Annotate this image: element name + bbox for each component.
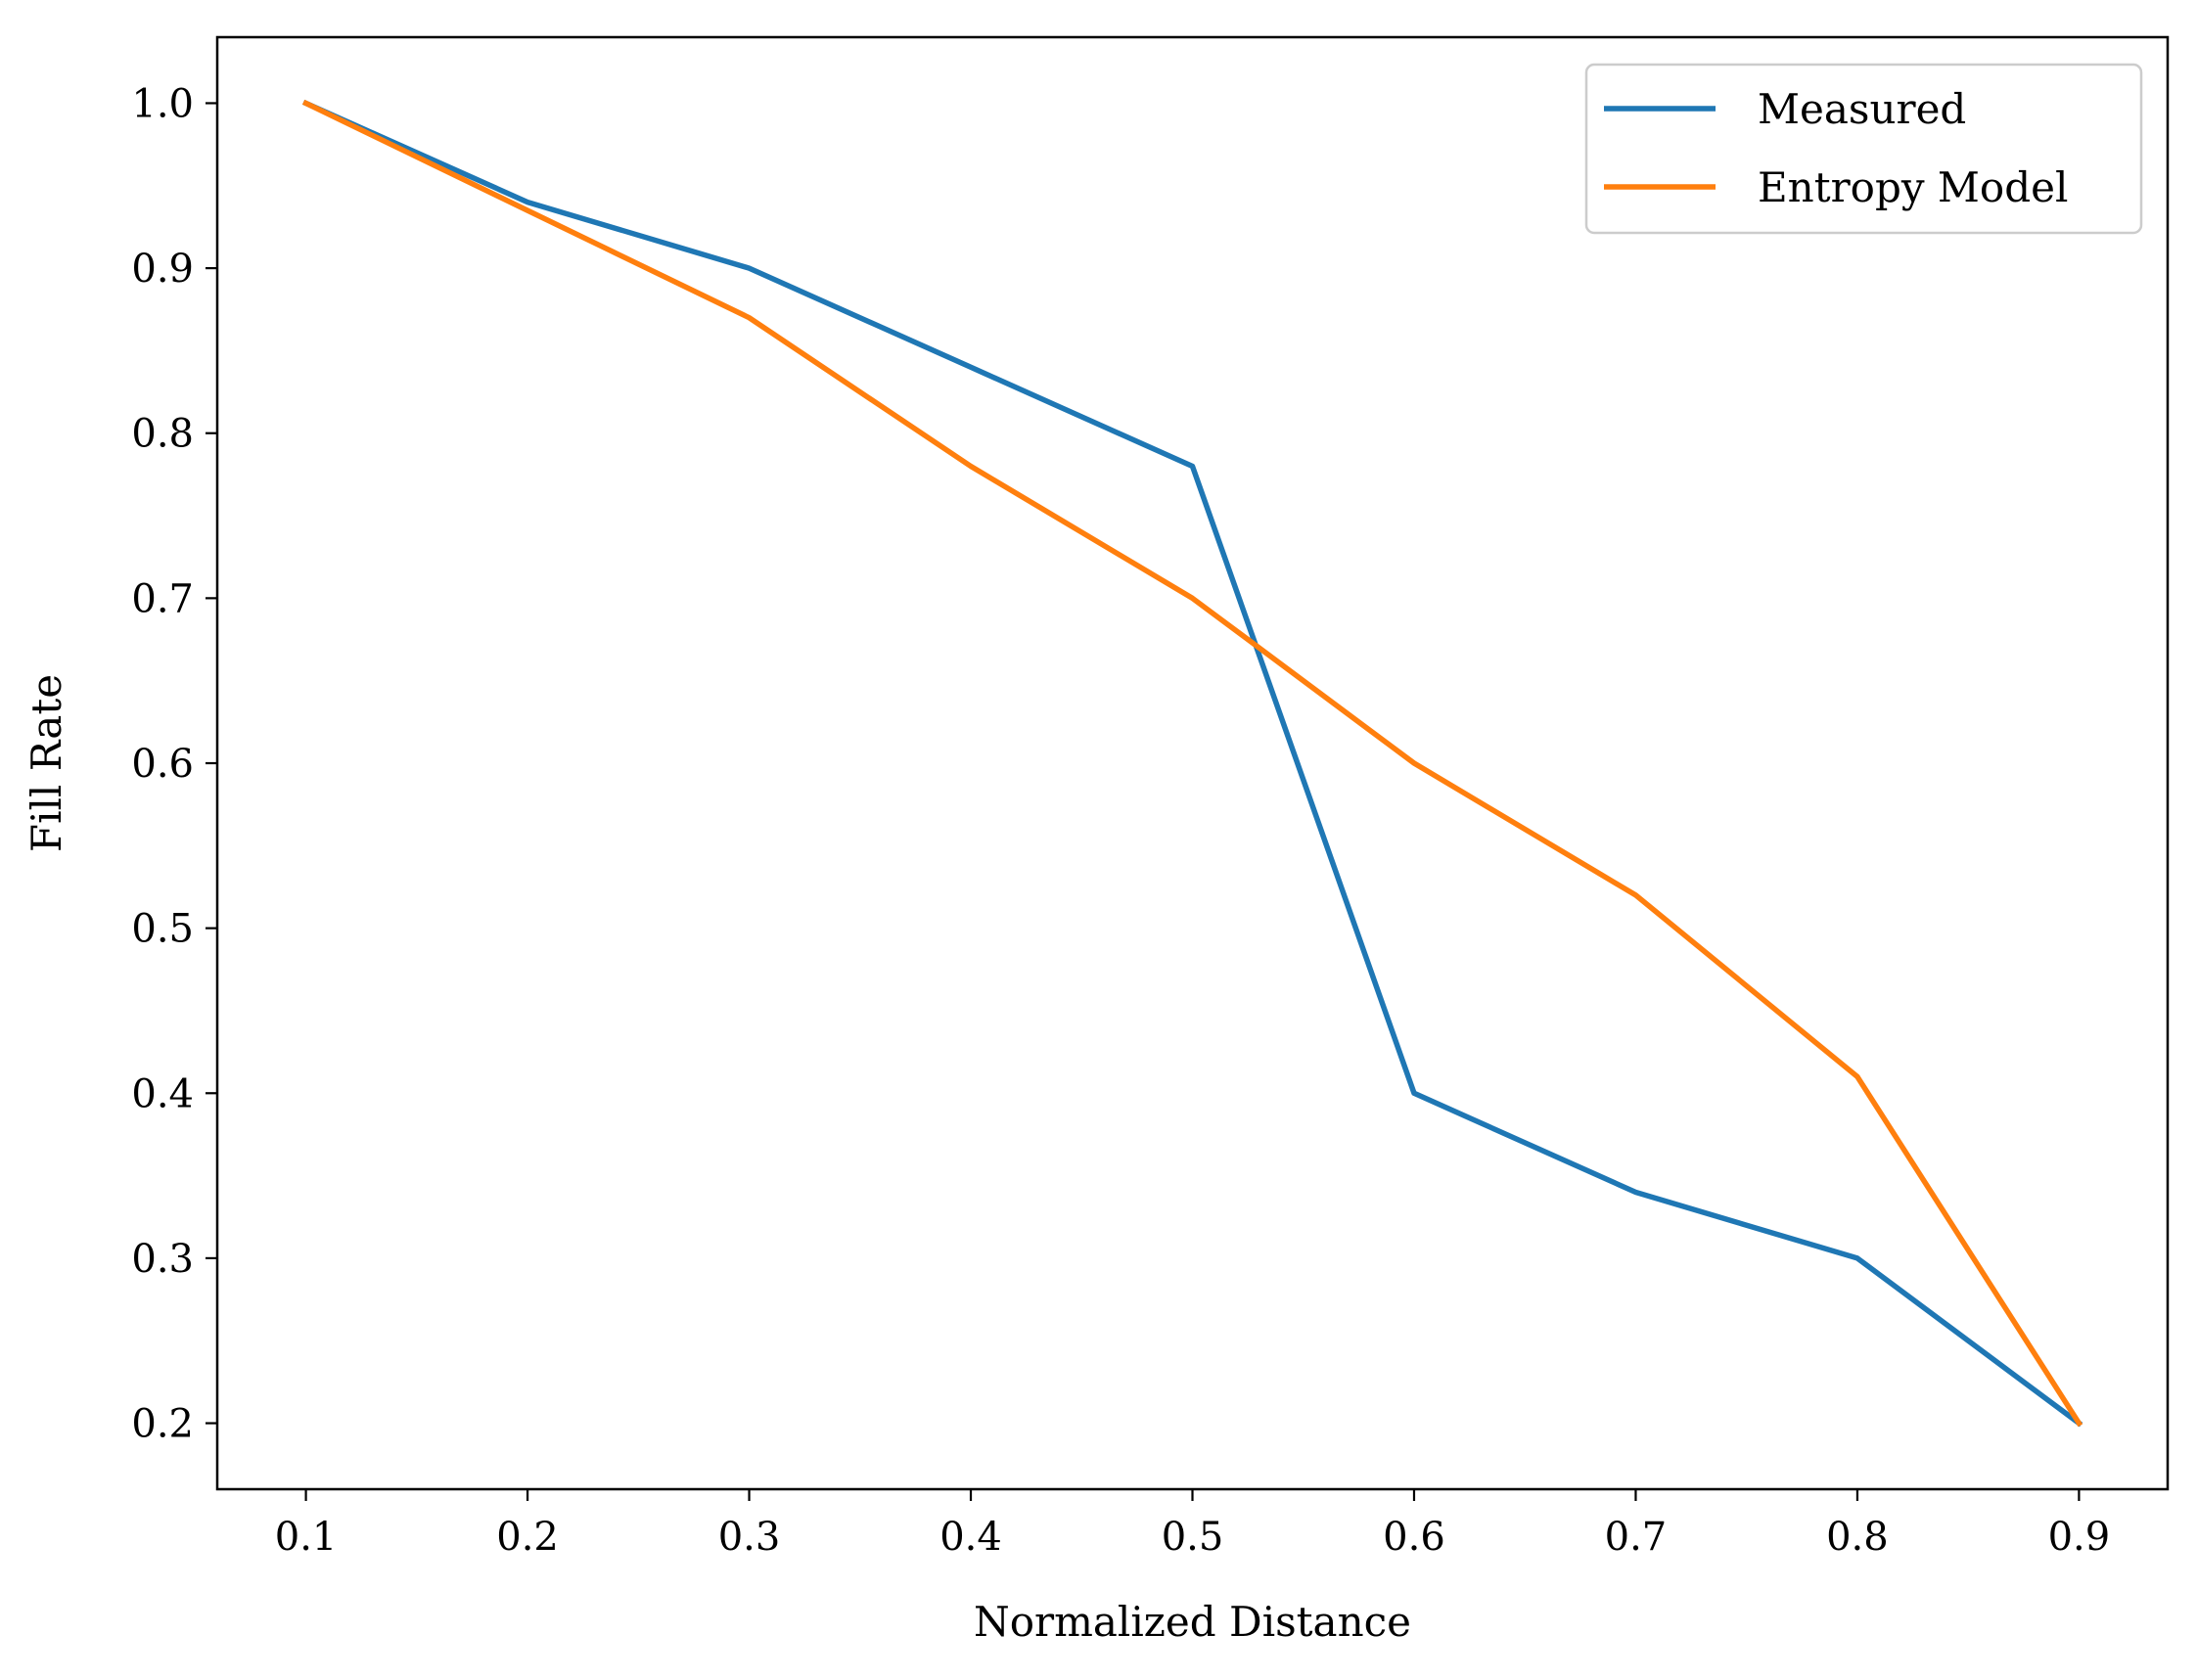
y-tick-label: 0.9 [131,247,194,292]
legend-label: Measured [1758,85,1966,133]
y-axis: 0.2 0.3 0.4 0.5 0.6 0.7 0.8 0.9 1.0 [131,81,217,1447]
y-tick-label: 0.6 [131,742,194,787]
y-tick-label: 0.5 [131,907,194,952]
legend: Measured Entropy Model [1584,63,2143,235]
x-tick-label: 0.2 [496,1515,559,1560]
y-tick-label: 0.8 [131,412,194,457]
series-line-1 [301,99,2083,1428]
x-tick-label: 0.5 [1162,1515,1224,1560]
y-tick-label: 0.7 [131,576,194,621]
legend-label: Entropy Model [1758,163,2068,211]
series-line-2 [301,99,2083,1428]
y-tick-label: 0.3 [131,1237,194,1282]
x-tick-label: 0.6 [1383,1515,1445,1560]
series-layer [301,99,2083,1428]
y-tick-label: 0.4 [131,1071,194,1116]
x-tick-label: 0.9 [2048,1515,2111,1560]
x-axis-title: Normalized Distance [974,1598,1411,1646]
x-tick-label: 0.3 [718,1515,781,1560]
x-tick-label: 0.8 [1826,1515,1889,1560]
y-axis-title: Fill Rate [23,674,70,852]
x-tick-label: 0.7 [1605,1515,1668,1560]
legend-box [1584,63,2143,235]
y-tick-label: 0.2 [131,1402,194,1447]
y-tick-label: 1.0 [131,81,194,126]
x-axis: 0.1 0.2 0.3 0.4 0.5 0.6 0.7 0.8 0.9 [275,1489,2110,1560]
x-tick-label: 0.1 [275,1515,338,1560]
x-tick-label: 0.4 [939,1515,1002,1560]
